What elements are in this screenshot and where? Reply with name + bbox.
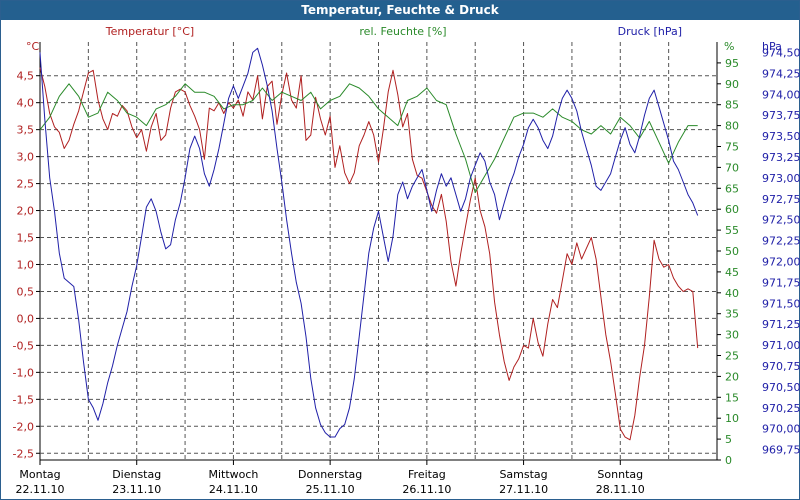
temperature-tick-label: -0,5 bbox=[13, 339, 34, 352]
x-tick-date-label: 26.11.10 bbox=[402, 483, 451, 496]
grid-lines bbox=[36, 42, 721, 465]
pressure-tick-label: 972,25 bbox=[762, 235, 800, 248]
x-tick-day-label: Mittwoch bbox=[208, 468, 258, 481]
temperature-tick-label: 0,5 bbox=[17, 285, 35, 298]
humidity-tick-label: 85 bbox=[725, 99, 739, 112]
humidity-tick-label: 60 bbox=[725, 203, 739, 216]
temperature-tick-label: 3,0 bbox=[17, 151, 35, 164]
x-tick-day-label: Freitag bbox=[408, 468, 446, 481]
temperature-tick-label: 0,0 bbox=[17, 312, 35, 325]
series-line-pressure bbox=[39, 47, 699, 438]
humidity-tick-label: 50 bbox=[725, 245, 739, 258]
humidity-tick-label: 5 bbox=[725, 433, 732, 446]
temperature-tick-label: 1,0 bbox=[17, 258, 35, 271]
temperature-tick-label: 4,5 bbox=[17, 70, 35, 83]
pressure-tick-label: 970,25 bbox=[762, 402, 800, 415]
pressure-tick-label: 971,00 bbox=[762, 339, 800, 352]
temperature-tick-label: -1,5 bbox=[13, 393, 34, 406]
pressure-tick-label: 974,25 bbox=[762, 67, 800, 80]
pressure-tick-label: 971,75 bbox=[762, 276, 800, 289]
pressure-tick-label: 973,25 bbox=[762, 151, 800, 164]
humidity-tick-label: 65 bbox=[725, 182, 739, 195]
pressure-unit-label: hPa bbox=[762, 40, 782, 53]
x-tick-day-label: Samstag bbox=[499, 468, 547, 481]
temperature-unit-label: °C bbox=[26, 40, 40, 53]
pressure-tick-label: 972,50 bbox=[762, 214, 800, 227]
pressure-tick-label: 973,50 bbox=[762, 130, 800, 143]
humidity-unit-label: % bbox=[724, 40, 734, 53]
pressure-tick-label: 973,00 bbox=[762, 172, 800, 185]
x-tick-date-label: 24.11.10 bbox=[209, 483, 258, 496]
x-tick-day-label: Dienstag bbox=[112, 468, 161, 481]
humidity-tick-label: 90 bbox=[725, 78, 739, 91]
humidity-tick-label: 70 bbox=[725, 161, 739, 174]
pressure-tick-label: 972,75 bbox=[762, 193, 800, 206]
pressure-tick-label: 971,25 bbox=[762, 318, 800, 331]
x-tick-date-label: 28.11.10 bbox=[596, 483, 645, 496]
humidity-axis-title: rel. Feuchte [%] bbox=[359, 25, 446, 38]
series-line-temperature bbox=[39, 67, 699, 441]
chart-title: Temperatur, Feuchte & Druck bbox=[1, 1, 799, 20]
temperature-axis-title: Temperatur [°C] bbox=[105, 25, 194, 38]
pressure-tick-label: 970,50 bbox=[762, 381, 800, 394]
pressure-axis-title: Druck [hPa] bbox=[618, 25, 682, 38]
temperature-tick-label: -1,0 bbox=[13, 366, 34, 379]
x-tick-date-label: 23.11.10 bbox=[112, 483, 161, 496]
humidity-tick-label: 80 bbox=[725, 120, 739, 133]
pressure-tick-label: 973,75 bbox=[762, 109, 800, 122]
humidity-tick-label: 0 bbox=[725, 454, 732, 467]
x-tick-date-label: 27.11.10 bbox=[499, 483, 548, 496]
pressure-tick-label: 974,00 bbox=[762, 88, 800, 101]
humidity-tick-label: 20 bbox=[725, 370, 739, 383]
humidity-tick-label: 45 bbox=[725, 266, 739, 279]
temperature-tick-label: 3,5 bbox=[17, 124, 35, 137]
pressure-tick-label: 970,75 bbox=[762, 360, 800, 373]
x-tick-day-label: Montag bbox=[19, 468, 60, 481]
humidity-tick-label: 25 bbox=[725, 350, 739, 363]
pressure-tick-label: 972,00 bbox=[762, 255, 800, 268]
temperature-tick-label: 1,5 bbox=[17, 232, 35, 245]
x-tick-date-label: 22.11.10 bbox=[16, 483, 65, 496]
tick-labels: 4,5 4,0 3,5 3,0 2,5 2,0 1,5 1,0 0,5 0,0 -0,5 -1,0 -1… bbox=[13, 46, 800, 496]
humidity-tick-label: 30 bbox=[725, 329, 739, 342]
temperature-tick-label: 2,5 bbox=[17, 178, 35, 191]
series-lines bbox=[39, 47, 699, 441]
humidity-tick-label: 75 bbox=[725, 141, 739, 154]
temperature-tick-label: -2,0 bbox=[13, 420, 34, 433]
series-line-humidity bbox=[39, 83, 698, 193]
humidity-tick-label: 40 bbox=[725, 287, 739, 300]
x-tick-date-label: 25.11.10 bbox=[306, 483, 355, 496]
pressure-tick-label: 970,00 bbox=[762, 423, 800, 436]
temperature-tick-label: -2,5 bbox=[13, 447, 34, 460]
pressure-tick-label: 974,50 bbox=[762, 46, 800, 59]
humidity-tick-label: 10 bbox=[725, 412, 739, 425]
humidity-tick-label: 95 bbox=[725, 57, 739, 70]
temperature-tick-label: 4,0 bbox=[17, 97, 35, 110]
pressure-tick-label: 971,50 bbox=[762, 297, 800, 310]
pressure-tick-label: 969,75 bbox=[762, 444, 800, 457]
humidity-tick-label: 15 bbox=[725, 391, 739, 404]
temperature-tick-label: 2,0 bbox=[17, 205, 35, 218]
humidity-tick-label: 35 bbox=[725, 308, 739, 321]
x-tick-day-label: Donnerstag bbox=[298, 468, 362, 481]
x-tick-day-label: Sonntag bbox=[597, 468, 643, 481]
humidity-tick-label: 55 bbox=[725, 224, 739, 237]
